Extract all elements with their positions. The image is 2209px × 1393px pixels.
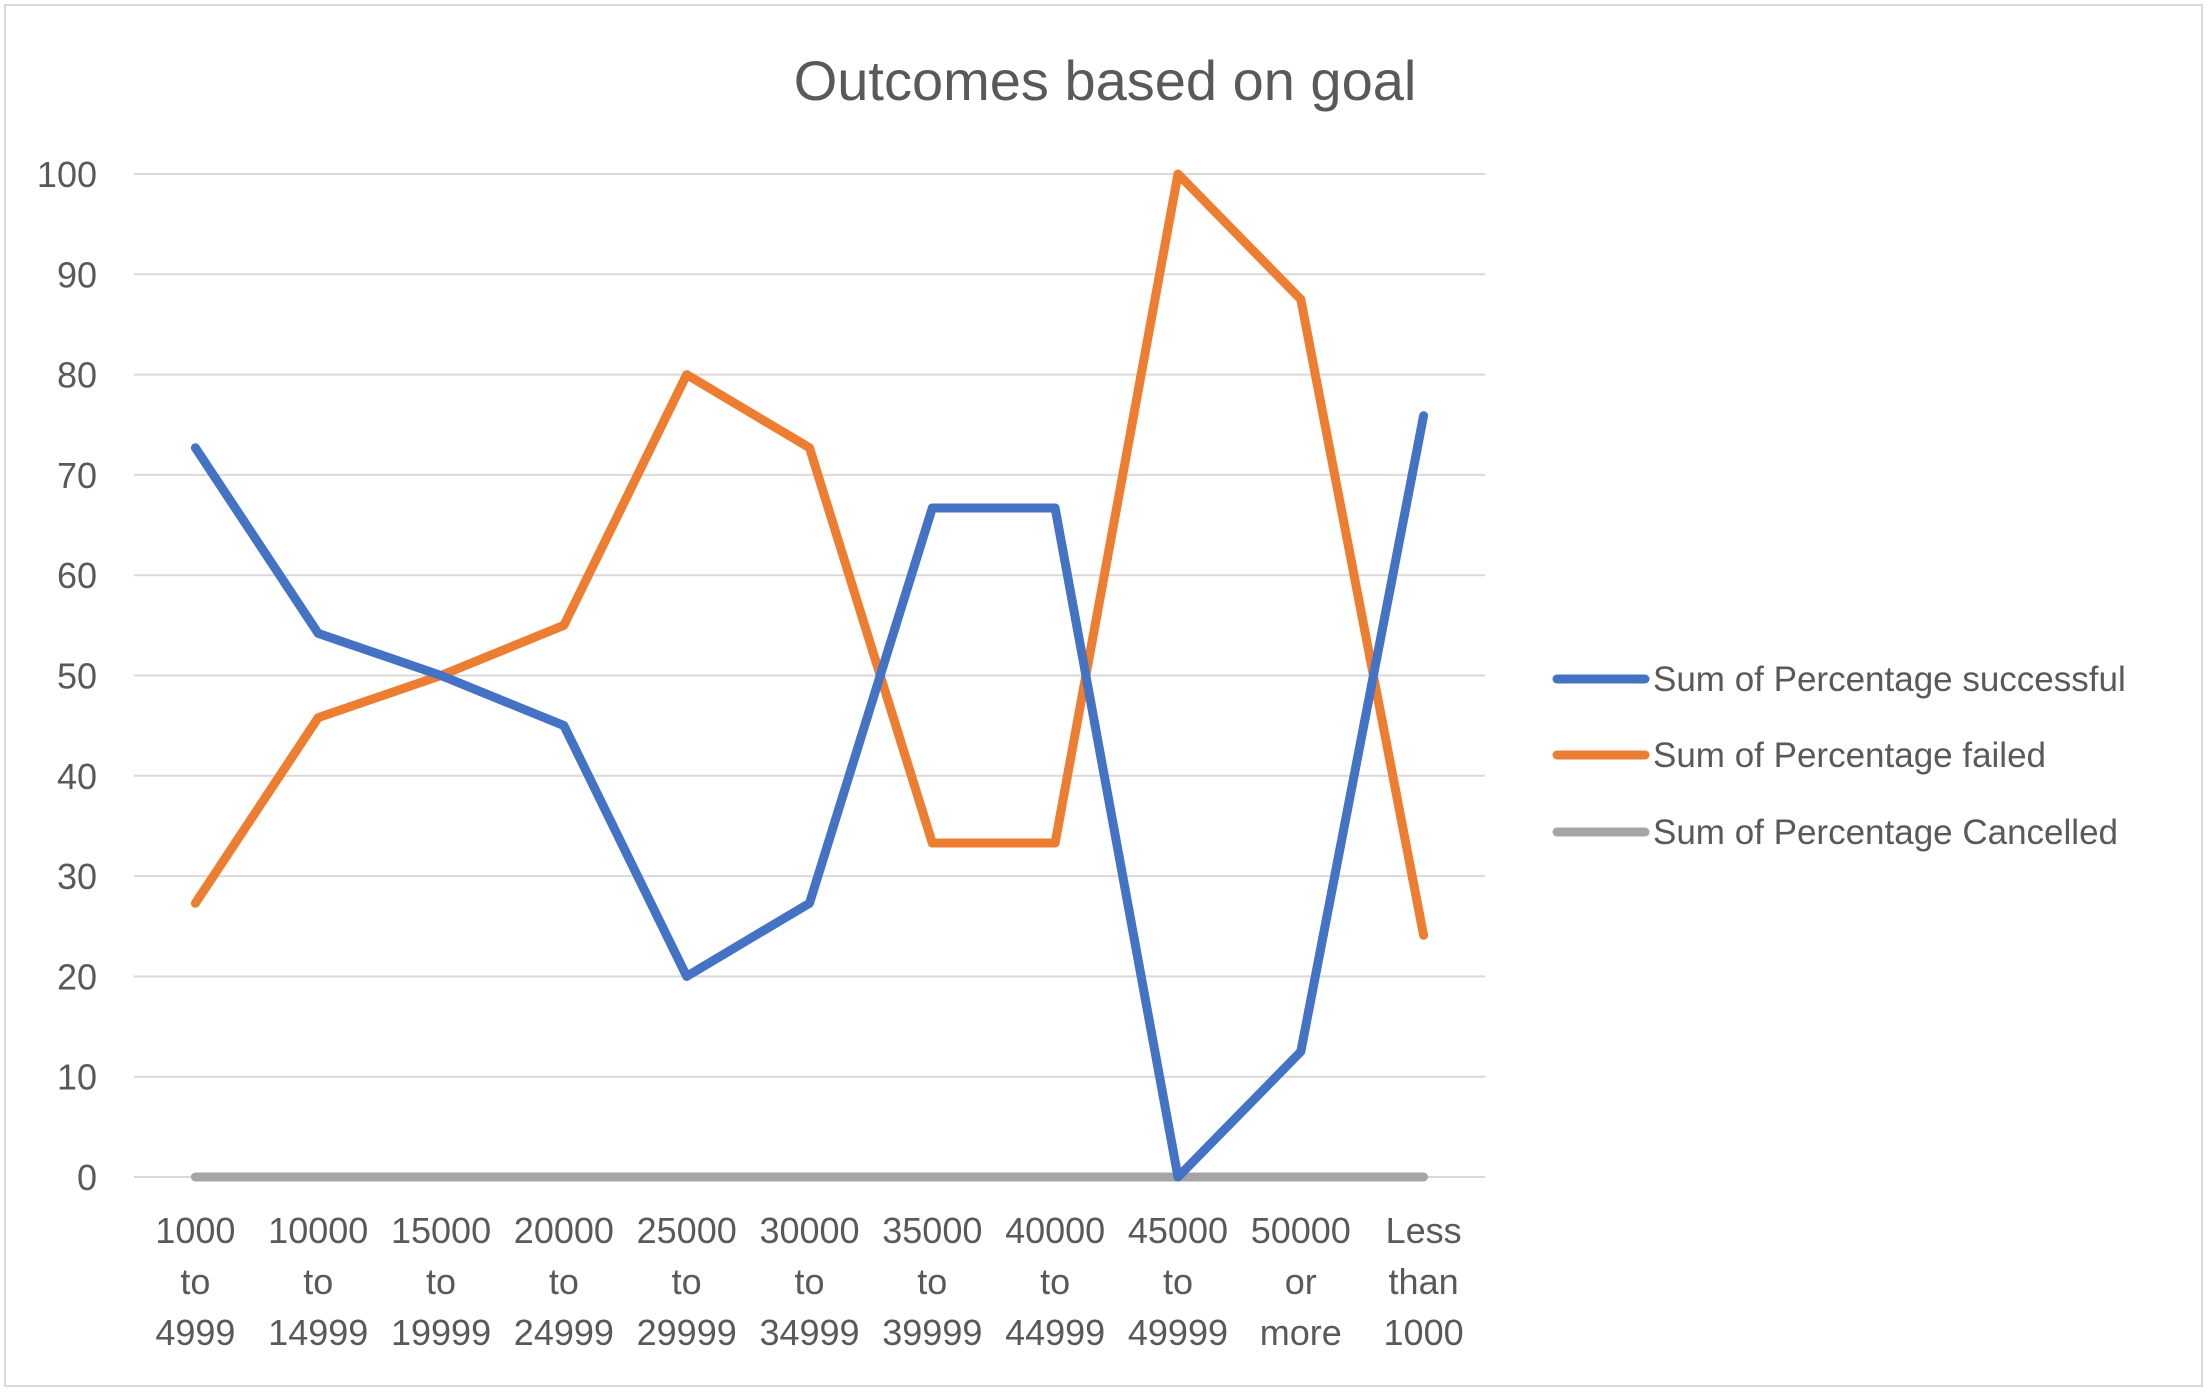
data-point [1177, 1176, 1179, 1178]
data-point [931, 507, 933, 509]
x-tick-label: 24999 [514, 1312, 614, 1353]
data-point [563, 725, 565, 727]
data-point [1300, 1051, 1302, 1053]
data-point [1054, 842, 1056, 844]
x-tick-label: to [672, 1261, 702, 1302]
y-tick-label: 50 [57, 656, 97, 697]
data-point [194, 902, 196, 904]
x-tick-label: to [549, 1261, 579, 1302]
x-tick-label: to [794, 1261, 824, 1302]
x-tick-label: 4999 [155, 1312, 235, 1353]
x-tick-label: to [426, 1261, 456, 1302]
data-point [809, 1176, 810, 1178]
legend-label: Sum of Percentage Cancelled [1653, 813, 2118, 852]
x-tick-label: to [1040, 1261, 1070, 1302]
x-tick-label: 1000 [155, 1210, 235, 1251]
y-tick-label: 70 [57, 455, 97, 496]
y-tick-label: 90 [57, 254, 97, 295]
x-tick-label: 1000 [1384, 1312, 1464, 1353]
x-tick-label: 35000 [882, 1210, 982, 1251]
x-tick-label: 25000 [637, 1210, 737, 1251]
data-point [931, 1176, 933, 1178]
data-point [1423, 415, 1425, 417]
data-point [1423, 1176, 1425, 1178]
x-tick-label: 44999 [1005, 1312, 1105, 1353]
data-point [686, 1176, 688, 1178]
y-tick-label: 80 [57, 355, 97, 396]
data-point [1423, 934, 1425, 936]
data-point [809, 902, 810, 904]
x-tick-label: to [1163, 1261, 1193, 1302]
x-tick-label: 10000 [268, 1210, 368, 1251]
x-tick-label: to [917, 1261, 947, 1302]
data-point [563, 624, 565, 626]
data-point [317, 632, 319, 634]
x-tick-label: 20000 [514, 1210, 614, 1251]
data-point [440, 1176, 442, 1178]
x-tick-label: Less [1386, 1210, 1462, 1251]
y-tick-label: 30 [57, 856, 97, 897]
data-point [809, 447, 810, 449]
y-tick-label: 0 [77, 1157, 97, 1198]
legend: Sum of Percentage successful Sum of Perce… [1552, 660, 2126, 852]
x-tick-label: 30000 [759, 1210, 859, 1251]
data-point [1054, 1176, 1056, 1178]
x-tick-label: 19999 [391, 1312, 491, 1353]
y-tick-label: 100 [37, 154, 97, 195]
data-point [440, 675, 442, 676]
x-tick-label: to [180, 1261, 210, 1302]
x-tick-label: 14999 [268, 1312, 368, 1353]
chart-title: Outcomes based on goal [794, 49, 1417, 112]
data-point [1300, 1176, 1302, 1178]
x-tick-label: more [1260, 1312, 1342, 1353]
legend-label: Sum of Percentage successful [1653, 660, 2126, 699]
data-point [686, 975, 688, 977]
data-point [1300, 298, 1302, 300]
series-line-0 [190, 411, 1429, 1182]
x-tick-label: or [1285, 1261, 1317, 1302]
x-axis-tick-labels: 1000 to 4999 10000 to 14999 15000 to 19999 20000 t… [155, 1210, 1463, 1353]
data-point [931, 842, 933, 844]
data-point [194, 1176, 196, 1178]
x-tick-label: 45000 [1128, 1210, 1228, 1251]
data-point [686, 374, 688, 376]
x-tick-label: than [1389, 1261, 1459, 1302]
legend-label: Sum of Percentage failed [1653, 736, 2046, 775]
x-tick-label: to [303, 1261, 333, 1302]
y-tick-label: 60 [57, 555, 97, 596]
data-point [1054, 507, 1056, 509]
x-tick-label: 39999 [882, 1312, 982, 1353]
data-point [563, 1176, 565, 1178]
series-lines [190, 169, 1429, 1182]
data-point [1177, 173, 1179, 175]
x-tick-label: 49999 [1128, 1312, 1228, 1353]
y-tick-label: 10 [57, 1057, 97, 1098]
x-tick-label: 40000 [1005, 1210, 1105, 1251]
gridlines [134, 173, 1485, 1178]
data-point [194, 447, 196, 449]
y-axis-tick-labels: 0 10 20 30 40 50 60 70 80 90 100 [37, 154, 97, 1198]
x-tick-label: 34999 [759, 1312, 859, 1353]
x-tick-label: 29999 [637, 1312, 737, 1353]
y-tick-label: 20 [57, 956, 97, 997]
y-tick-label: 40 [57, 756, 97, 797]
x-tick-label: 50000 [1251, 1210, 1351, 1251]
series-line-1 [190, 169, 1429, 940]
data-point [317, 1176, 319, 1178]
data-point [317, 717, 319, 719]
x-tick-label: 15000 [391, 1210, 491, 1251]
